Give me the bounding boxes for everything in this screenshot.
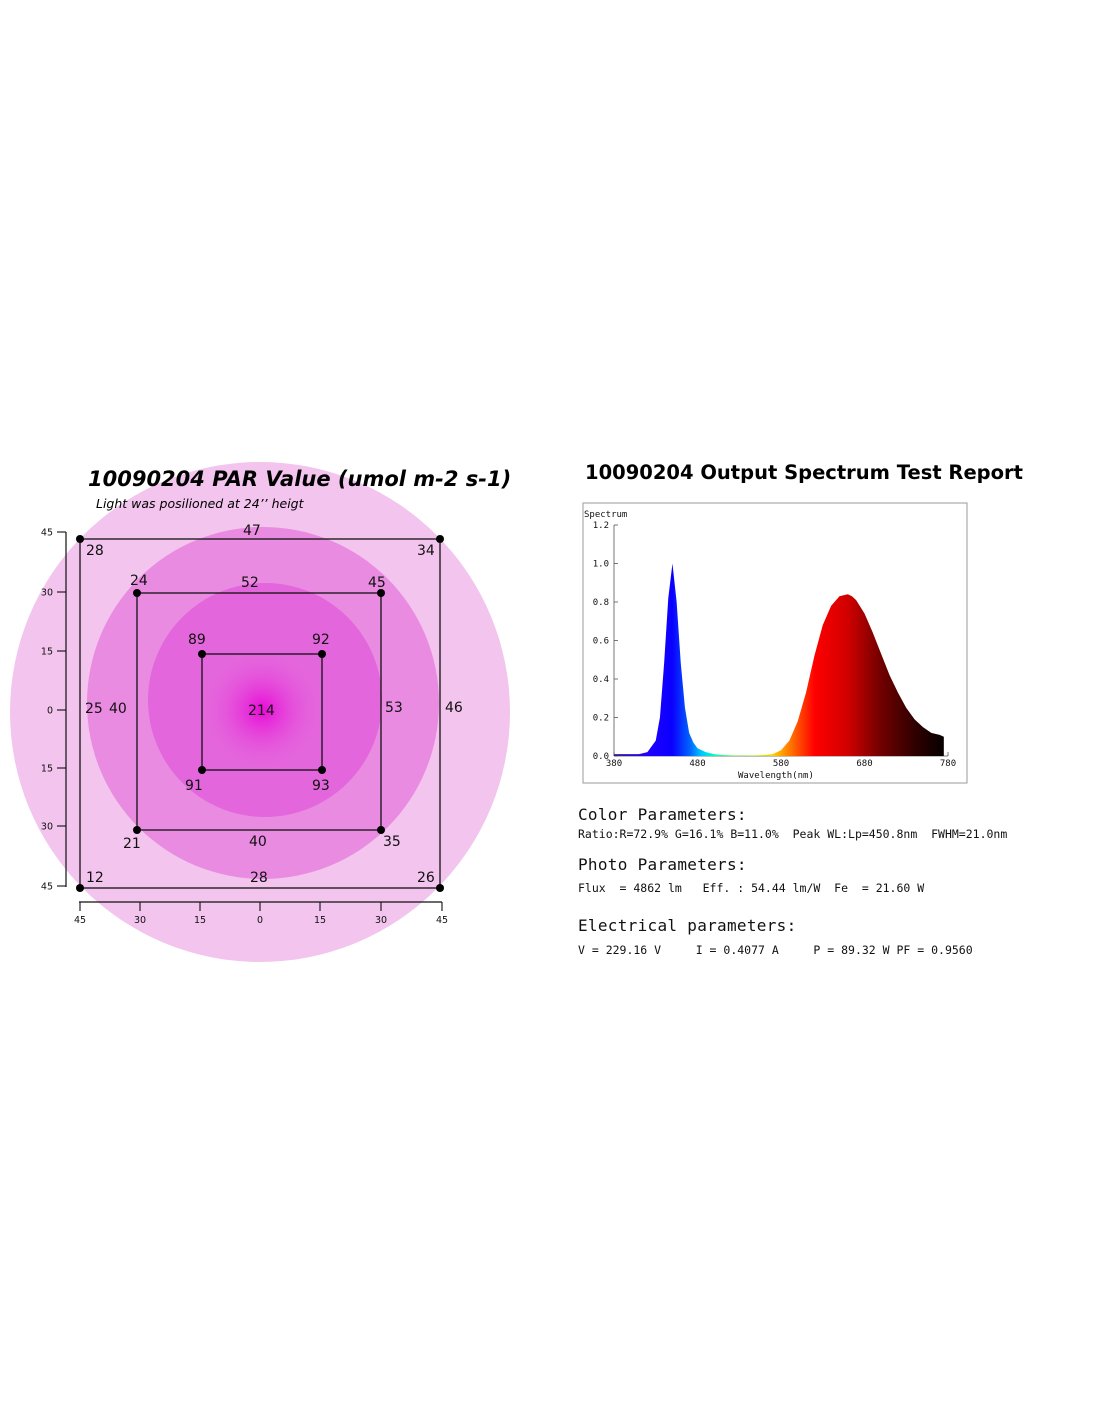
spectrum-figure: 10090204 Output Spectrum Test Report Spe…: [570, 455, 1100, 975]
par-dot: [318, 650, 326, 658]
par-value-outer-top: 47: [243, 523, 261, 539]
par-value-middle-bottom: 40: [249, 834, 267, 850]
par-y-tick-label: 0: [47, 706, 53, 717]
spectrum-y-tick-label: 1.2: [593, 521, 609, 531]
par-value-inner-top-right: 92: [312, 632, 330, 648]
par-value-center: 214: [248, 703, 275, 719]
par-value-inner-top-left: 89: [188, 632, 206, 648]
spectrum-y-ticks: 0.0 0.2 0.4 0.6 0.8 1.0 1.2: [593, 521, 618, 762]
spectrum-y-label: Spectrum: [584, 510, 627, 520]
par-value-middle-bottom-left: 21: [123, 836, 141, 852]
par-dot: [133, 589, 141, 597]
par-square-middle: [136, 592, 382, 831]
par-value-middle-right: 53: [385, 700, 403, 716]
par-dot: [377, 826, 385, 834]
par-dot: [318, 766, 326, 774]
par-value-outer-bottom-right: 26: [417, 870, 435, 886]
par-title: 10090204 PAR Value (umol m-2 s-1): [88, 467, 511, 491]
par-y-tick-label: 15: [41, 764, 53, 775]
par-square-inner: [201, 653, 323, 771]
par-x-tick-label: 30: [375, 915, 387, 926]
photo-parameters-line: Flux = 4862 lm Eff. : 54.44 lm/W Fe = 21…: [578, 881, 925, 895]
par-x-tick-label: 15: [194, 915, 206, 926]
par-value-outer-right: 46: [445, 700, 463, 716]
spectrum-x-label: Wavelength(nm): [738, 771, 814, 781]
par-x-tick-label: 45: [436, 915, 448, 926]
spectrum-x-tick-label: 580: [773, 759, 789, 769]
par-dot: [436, 884, 444, 892]
photo-parameters-heading: Photo Parameters:: [578, 855, 747, 874]
spectrum-y-tick-label: 0.2: [593, 714, 609, 724]
par-dot: [198, 650, 206, 658]
spectrum-svg: 10090204 Output Spectrum Test Report Spe…: [582, 461, 1023, 784]
par-y-tick-label: 30: [41, 822, 53, 833]
par-corner-dots: [76, 535, 444, 892]
par-y-ticks: 45 30 15 0 15 30 45: [41, 528, 66, 893]
spectrum-x-tick-label: 680: [856, 759, 872, 769]
spectrum-y-tick-label: 0.8: [593, 598, 609, 608]
par-dot: [76, 884, 84, 892]
par-value-outer-top-right: 34: [417, 543, 435, 559]
par-map-figure: 10090204 PAR Value (umol m-2 s-1) Light …: [0, 455, 540, 975]
spectrum-x-tick-label: 480: [689, 759, 705, 769]
spectrum-y-tick-label: 0.4: [593, 675, 609, 685]
par-subtitle: Light was posilioned at 24’’ heigt: [96, 496, 305, 511]
par-value-outer-bottom: 28: [250, 870, 268, 886]
par-value-middle-top: 52: [241, 575, 259, 591]
par-value-middle-top-right: 45: [368, 575, 386, 591]
par-x-tick-label: 15: [314, 915, 326, 926]
spectrum-y-tick-label: 1.0: [593, 560, 609, 570]
par-value-outer-top-left: 28: [86, 543, 104, 559]
par-x-tick-label: 0: [257, 915, 263, 926]
electrical-parameters-line: V = 229.16 V I = 0.4077 A P = 89.32 W PF…: [578, 943, 973, 957]
par-value-middle-bottom-right: 35: [383, 834, 401, 850]
color-parameters-heading: Color Parameters:: [578, 805, 747, 824]
par-x-tick-label: 45: [74, 915, 86, 926]
spectrum-y-tick-label: 0.6: [593, 637, 609, 647]
par-value-middle-left: 40: [109, 701, 127, 717]
par-square-outer: [79, 538, 441, 889]
par-dot: [76, 535, 84, 543]
par-value-middle-top-left: 24: [130, 573, 148, 589]
par-x-ticks: 45 30 15 0 15 30 45: [74, 902, 448, 926]
par-y-tick-label: 45: [41, 882, 53, 893]
par-center-glow: [200, 648, 324, 772]
spectrum-y-tick-label: 0.0: [593, 752, 609, 762]
spectrum-x-tick-label: 380: [606, 759, 622, 769]
par-y-tick-label: 30: [41, 588, 53, 599]
color-parameters-line: Ratio:R=72.9% G=16.1% B=11.0% Peak WL:Lp…: [578, 827, 1008, 841]
par-value-inner-bottom-left: 91: [185, 778, 203, 794]
par-map-svg: 10090204 PAR Value (umol m-2 s-1) Light …: [10, 462, 511, 962]
par-value-outer-bottom-left: 12: [86, 870, 104, 886]
par-dot: [133, 826, 141, 834]
par-value-outer-left: 25: [85, 701, 103, 717]
spectrum-title: 10090204 Output Spectrum Test Report: [585, 461, 1023, 484]
par-y-tick-label: 15: [41, 647, 53, 658]
spectrum-x-tick-label: 780: [940, 759, 956, 769]
par-value-inner-bottom-right: 93: [312, 778, 330, 794]
par-dot: [436, 535, 444, 543]
par-dot: [198, 766, 206, 774]
electrical-parameters-heading: Electrical parameters:: [578, 916, 797, 935]
par-x-tick-label: 30: [134, 915, 146, 926]
par-y-tick-label: 45: [41, 528, 53, 539]
spectrum-curve: [614, 563, 944, 756]
par-dot: [377, 589, 385, 597]
